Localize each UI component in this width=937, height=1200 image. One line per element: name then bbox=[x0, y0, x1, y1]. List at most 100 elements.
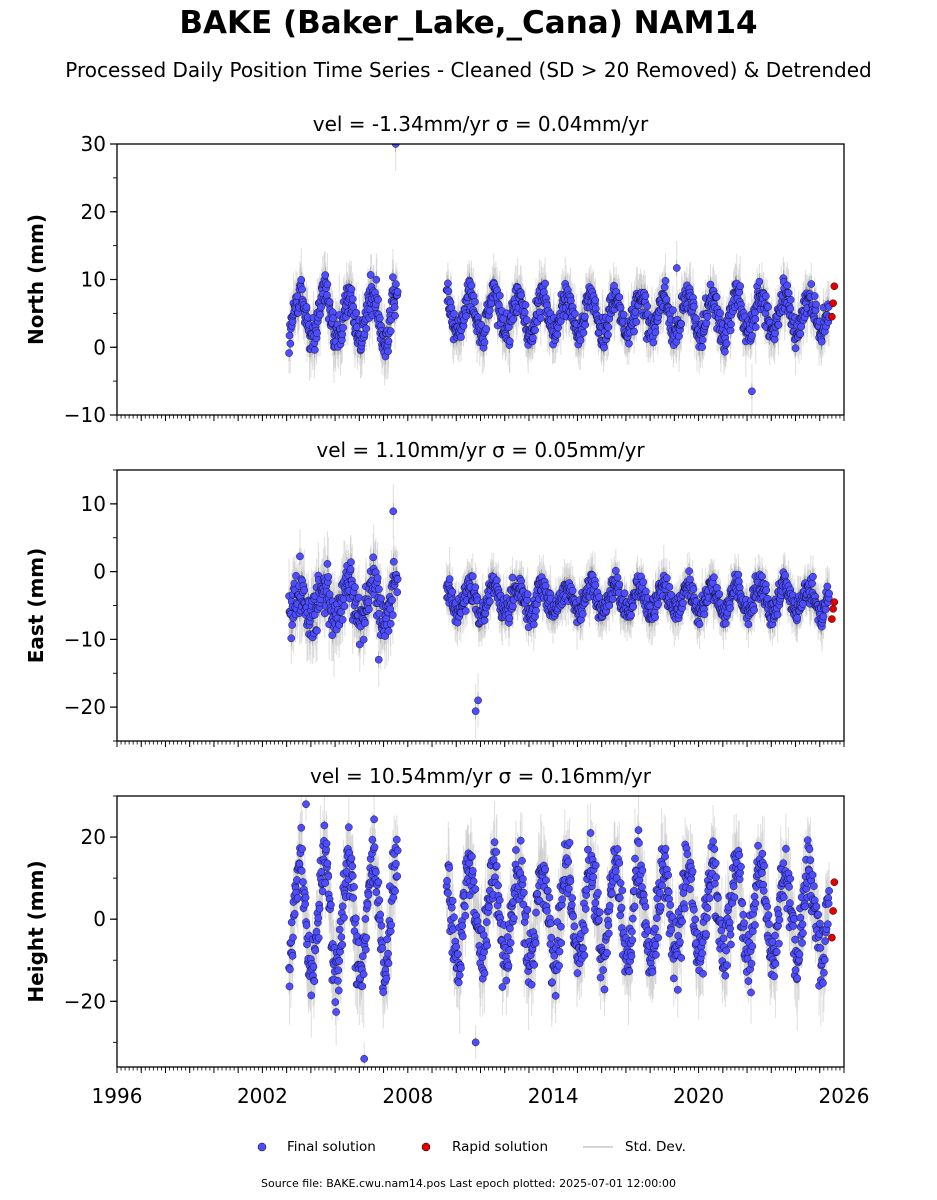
final-point bbox=[386, 327, 395, 335]
final-point bbox=[444, 287, 453, 296]
final-point bbox=[298, 285, 306, 294]
final-point bbox=[329, 314, 337, 323]
final-point bbox=[349, 302, 357, 311]
final-point bbox=[783, 281, 792, 290]
final-point bbox=[536, 314, 545, 323]
final-point bbox=[321, 271, 330, 279]
final-point bbox=[317, 303, 325, 312]
final-point bbox=[482, 325, 491, 333]
final-point bbox=[669, 306, 677, 314]
final-point bbox=[632, 318, 641, 326]
final-point bbox=[313, 329, 321, 338]
final-point bbox=[462, 312, 471, 321]
final-point bbox=[690, 302, 698, 311]
final-point bbox=[752, 323, 760, 331]
final-point bbox=[541, 279, 549, 288]
final-point bbox=[702, 319, 711, 327]
final-point bbox=[285, 331, 294, 340]
final-point bbox=[517, 291, 525, 300]
y-tick-label: 10 bbox=[81, 268, 106, 292]
final-point bbox=[591, 296, 600, 305]
final-point bbox=[600, 343, 608, 352]
final-point bbox=[297, 276, 306, 284]
final-point bbox=[286, 339, 295, 348]
final-point bbox=[662, 295, 671, 304]
final-point bbox=[755, 277, 764, 286]
final-point bbox=[721, 347, 729, 356]
final-point bbox=[619, 310, 628, 319]
final-point bbox=[553, 330, 562, 339]
final-point bbox=[384, 337, 393, 346]
final-point bbox=[716, 309, 724, 318]
final-point bbox=[338, 330, 347, 339]
final-point bbox=[325, 298, 334, 306]
panel-title: vel = -1.34mm/yr σ = 0.04mm/yr bbox=[313, 112, 649, 136]
final-point bbox=[817, 337, 826, 346]
panel-1-data bbox=[285, 484, 839, 739]
final-point bbox=[521, 301, 530, 309]
final-point bbox=[677, 320, 686, 328]
final-point bbox=[786, 295, 795, 304]
final-point bbox=[604, 331, 612, 339]
chart-title: BAKE (Baker_Lake,_Cana) NAM14 bbox=[179, 5, 758, 41]
final-point bbox=[615, 293, 624, 301]
final-point bbox=[444, 279, 452, 288]
y-tick-label: −10 bbox=[64, 403, 106, 427]
rapid-point bbox=[830, 282, 839, 291]
final-point bbox=[450, 309, 458, 318]
final-point bbox=[735, 288, 744, 297]
final-point bbox=[571, 309, 579, 318]
final-point bbox=[581, 312, 589, 321]
y-tick-label: 20 bbox=[81, 200, 106, 224]
final-point bbox=[389, 273, 397, 281]
final-point bbox=[323, 291, 331, 300]
final-point bbox=[372, 275, 381, 284]
final-point bbox=[509, 315, 518, 324]
final-point bbox=[520, 308, 529, 317]
final-point bbox=[316, 310, 324, 319]
final-point bbox=[495, 291, 504, 300]
final-point bbox=[576, 336, 585, 345]
final-point bbox=[774, 321, 783, 329]
final-point bbox=[393, 287, 402, 296]
final-point bbox=[362, 324, 371, 333]
final-point bbox=[762, 292, 770, 300]
final-point bbox=[579, 328, 588, 337]
rapid-point bbox=[829, 299, 837, 308]
final-point bbox=[712, 293, 721, 301]
final-point bbox=[523, 316, 531, 324]
panel-0-data bbox=[285, 144, 839, 415]
final-point bbox=[641, 291, 650, 300]
final-point bbox=[347, 285, 356, 293]
final-point bbox=[616, 304, 625, 312]
final-point bbox=[722, 339, 731, 348]
final-point bbox=[751, 315, 760, 323]
final-point bbox=[703, 312, 712, 321]
final-point bbox=[660, 283, 669, 291]
final-point bbox=[672, 264, 681, 272]
final-point bbox=[392, 280, 400, 288]
final-point bbox=[339, 323, 347, 332]
chart-subtitle: Processed Daily Position Time Series - C… bbox=[65, 58, 872, 82]
final-point bbox=[675, 332, 683, 340]
final-point bbox=[810, 292, 819, 300]
final-point bbox=[630, 327, 638, 336]
final-point bbox=[643, 302, 652, 311]
final-point bbox=[748, 331, 756, 340]
final-point bbox=[285, 349, 293, 357]
final-point bbox=[506, 337, 514, 346]
final-point bbox=[348, 295, 357, 303]
y-axis-label: North (mm) bbox=[24, 214, 48, 345]
final-point bbox=[457, 333, 465, 341]
final-point bbox=[499, 314, 508, 323]
final-point bbox=[581, 320, 590, 329]
final-point bbox=[375, 314, 384, 322]
final-point bbox=[764, 303, 772, 311]
final-point bbox=[727, 320, 735, 329]
final-point bbox=[374, 295, 382, 304]
final-point bbox=[310, 346, 319, 354]
y-tick-label: 0 bbox=[93, 335, 106, 359]
final-point bbox=[661, 277, 670, 285]
final-point bbox=[391, 311, 399, 320]
final-point bbox=[692, 314, 700, 323]
